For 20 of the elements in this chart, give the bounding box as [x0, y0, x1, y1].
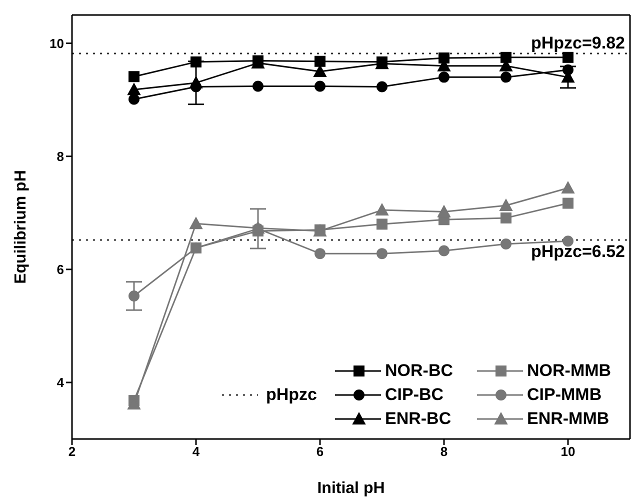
legend-label: CIP-BC — [385, 384, 444, 406]
legend-label: NOR-MMB — [527, 360, 612, 382]
x-tick-label: 8 — [440, 444, 448, 460]
annotation: pHpzc — [266, 384, 317, 406]
y-tick-label: 6 — [56, 262, 64, 278]
x-tick-label: 6 — [316, 444, 324, 460]
ref-line-label: pHpzc=6.52 — [530, 242, 625, 262]
x-axis-title: Initial pH — [317, 480, 385, 497]
x-tick-label: 2 — [68, 444, 76, 460]
legend-label: ENR-BC — [385, 408, 452, 430]
y-tick-label: 4 — [56, 375, 65, 390]
y-tick-label: 8 — [56, 148, 64, 164]
ref-line-label: pHpzc=9.82 — [530, 33, 625, 52]
legend-label: CIP-MMB — [527, 384, 602, 406]
legend-label: NOR-BC — [385, 360, 453, 382]
y-tick-label: 10 — [50, 36, 64, 51]
legend-label: ENR-MMB — [527, 408, 610, 430]
y-axis-title: Equilibrium pH — [12, 170, 30, 284]
x-tick-label: 10 — [560, 444, 576, 460]
x-tick-label: 4 — [192, 444, 200, 460]
